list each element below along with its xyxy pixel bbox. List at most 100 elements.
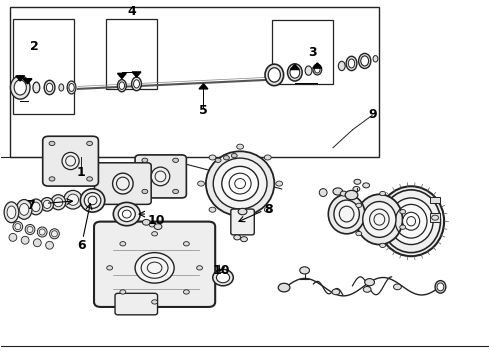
Ellipse shape <box>346 56 357 71</box>
Text: 7: 7 <box>25 199 34 212</box>
Text: 9: 9 <box>368 108 377 121</box>
Circle shape <box>345 190 358 200</box>
Ellipse shape <box>33 82 40 93</box>
Ellipse shape <box>47 83 53 92</box>
Ellipse shape <box>389 198 433 244</box>
Ellipse shape <box>25 225 35 234</box>
FancyBboxPatch shape <box>115 293 158 315</box>
Circle shape <box>120 290 126 294</box>
Ellipse shape <box>67 81 76 94</box>
Ellipse shape <box>13 222 23 231</box>
Ellipse shape <box>84 193 101 208</box>
Ellipse shape <box>118 207 135 222</box>
FancyBboxPatch shape <box>95 163 151 204</box>
Ellipse shape <box>64 190 82 209</box>
FancyBboxPatch shape <box>231 209 254 235</box>
Circle shape <box>183 290 189 294</box>
Circle shape <box>183 242 189 246</box>
Polygon shape <box>23 79 32 84</box>
Bar <box>272 21 333 84</box>
Ellipse shape <box>437 283 444 291</box>
Ellipse shape <box>217 273 230 283</box>
Ellipse shape <box>4 202 19 223</box>
Circle shape <box>333 188 343 195</box>
Ellipse shape <box>21 236 29 244</box>
Ellipse shape <box>435 280 446 293</box>
Polygon shape <box>291 64 299 69</box>
FancyBboxPatch shape <box>94 222 215 307</box>
Ellipse shape <box>319 189 327 197</box>
Circle shape <box>196 266 202 270</box>
Ellipse shape <box>9 233 17 241</box>
Circle shape <box>356 231 362 236</box>
Ellipse shape <box>33 239 41 247</box>
Ellipse shape <box>43 200 51 208</box>
Circle shape <box>87 177 93 181</box>
Ellipse shape <box>334 200 359 228</box>
Circle shape <box>49 141 55 145</box>
Ellipse shape <box>132 77 142 91</box>
Ellipse shape <box>305 66 312 75</box>
Circle shape <box>237 218 244 223</box>
Circle shape <box>365 279 374 286</box>
Circle shape <box>149 223 155 227</box>
Circle shape <box>278 283 290 292</box>
Circle shape <box>234 235 241 240</box>
Circle shape <box>264 207 271 212</box>
Ellipse shape <box>51 195 66 210</box>
Text: 5: 5 <box>199 104 208 117</box>
Ellipse shape <box>44 80 55 95</box>
Circle shape <box>172 189 178 194</box>
Ellipse shape <box>135 253 174 283</box>
Ellipse shape <box>68 194 78 205</box>
Polygon shape <box>132 72 141 77</box>
Circle shape <box>142 189 148 194</box>
Ellipse shape <box>54 198 63 207</box>
Circle shape <box>237 144 244 149</box>
Ellipse shape <box>80 189 105 212</box>
Bar <box>430 213 441 222</box>
FancyBboxPatch shape <box>43 136 98 186</box>
Circle shape <box>209 207 216 212</box>
Ellipse shape <box>151 167 170 186</box>
Ellipse shape <box>46 241 53 249</box>
Circle shape <box>154 224 162 229</box>
Ellipse shape <box>27 226 33 233</box>
Ellipse shape <box>49 229 59 239</box>
Ellipse shape <box>213 269 233 286</box>
Text: 3: 3 <box>308 46 317 59</box>
Circle shape <box>300 267 310 274</box>
Ellipse shape <box>348 59 355 68</box>
Ellipse shape <box>361 56 368 66</box>
Ellipse shape <box>14 80 26 95</box>
Circle shape <box>380 192 386 195</box>
Circle shape <box>400 225 406 229</box>
Ellipse shape <box>20 203 29 215</box>
Circle shape <box>49 177 55 181</box>
Circle shape <box>87 141 93 145</box>
Ellipse shape <box>328 194 365 234</box>
Circle shape <box>172 158 178 162</box>
Circle shape <box>354 179 361 184</box>
Circle shape <box>152 300 158 304</box>
Bar <box>430 197 441 203</box>
Bar <box>10 7 379 157</box>
Ellipse shape <box>62 152 79 170</box>
Text: 2: 2 <box>29 40 38 53</box>
Bar <box>13 19 74 114</box>
Ellipse shape <box>356 194 403 244</box>
Circle shape <box>276 181 283 186</box>
Circle shape <box>215 158 221 162</box>
Ellipse shape <box>288 64 302 81</box>
Circle shape <box>143 220 150 225</box>
Circle shape <box>340 191 347 196</box>
Circle shape <box>231 153 237 158</box>
Polygon shape <box>118 73 126 78</box>
Ellipse shape <box>338 61 345 71</box>
Ellipse shape <box>206 151 274 216</box>
Ellipse shape <box>41 198 53 211</box>
Text: 6: 6 <box>77 239 86 252</box>
Circle shape <box>107 266 113 270</box>
Circle shape <box>152 231 158 236</box>
Circle shape <box>209 155 216 160</box>
